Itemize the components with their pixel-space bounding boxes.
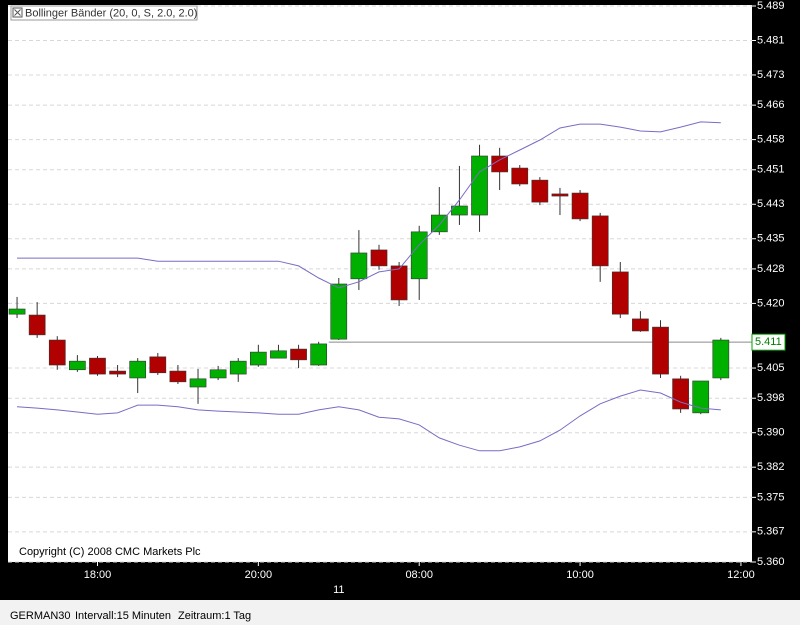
candle-body	[611, 271, 629, 315]
y-tick-label: 5.360	[757, 556, 785, 568]
y-tick-label: 5.398	[757, 392, 785, 404]
candle-body	[310, 343, 328, 366]
bollinger-lower	[16, 389, 721, 452]
y-tick-label: 5.473	[757, 69, 785, 81]
y-tick-label: 5.481	[757, 34, 785, 46]
candle-body	[491, 155, 508, 173]
x-tick-label: 08:00	[405, 569, 433, 581]
candle-body	[350, 252, 368, 280]
y-tick-label: 5.489	[757, 0, 785, 12]
y-tick-label: 5.390	[757, 427, 785, 439]
candle-body	[370, 249, 388, 267]
candle-body	[8, 308, 26, 315]
period: Zeitraum:1 Tag	[178, 610, 251, 622]
y-tick-label: 5.367	[757, 526, 785, 538]
candle-body	[48, 339, 66, 366]
y-tick-label: 5.466	[757, 99, 785, 111]
candle-body	[169, 370, 187, 383]
y-tick-label: 5.435	[757, 233, 785, 245]
candle-body	[109, 370, 126, 375]
candle-body	[712, 339, 730, 379]
candle-body	[672, 378, 689, 410]
legend: Bollinger Bänder (20, 0, S, 2.0, 2.0)	[10, 5, 198, 21]
status-bar	[0, 600, 800, 625]
legend-text: Bollinger Bänder (20, 0, S, 2.0, 2.0)	[25, 7, 197, 19]
marks	[8, 121, 752, 452]
candle-body	[229, 360, 247, 375]
bollinger-upper	[17, 121, 721, 289]
candle-body	[511, 167, 529, 185]
candle-body	[652, 326, 669, 375]
candle-body	[290, 348, 307, 361]
x-tick-label: 10:00	[566, 569, 594, 581]
x-tick-label: 18:00	[84, 569, 112, 581]
candle-body	[471, 155, 488, 216]
y-tick-label: 5.428	[757, 263, 785, 275]
candle-body	[330, 283, 348, 340]
candle-body	[129, 360, 147, 379]
copyright: Copyright (C) 2008 CMC Markets Plc	[19, 546, 201, 558]
last-price-box	[751, 333, 786, 351]
candle-body	[89, 357, 106, 375]
y-tick-label: 5.375	[757, 491, 785, 503]
candle-body	[270, 350, 287, 359]
candle-body	[632, 318, 649, 332]
y-tick-label: 5.405	[757, 362, 785, 374]
candle-body	[209, 369, 227, 379]
candle-body	[250, 351, 267, 366]
candle-body	[551, 193, 569, 197]
candle-body	[69, 360, 86, 371]
y-tick-label: 5.382	[757, 461, 785, 473]
candle-body	[692, 380, 710, 414]
y-tick-label: 5.443	[757, 198, 785, 210]
close-icon-x	[14, 9, 21, 16]
x-tick-label: 12:00	[727, 569, 755, 581]
candle-body	[531, 179, 549, 203]
interval: Intervall:15 Minuten	[75, 610, 171, 622]
candle-body	[591, 215, 609, 267]
candle-body	[149, 356, 167, 374]
instrument: GERMAN30	[10, 610, 71, 622]
y-tick-label: 5.458	[757, 134, 785, 146]
candle-body	[571, 192, 589, 220]
x-tick-label: 20:00	[245, 569, 273, 581]
candle-body	[410, 231, 428, 280]
y-tick-label: 5.420	[757, 297, 785, 309]
y-tick-label: 5.451	[757, 164, 785, 176]
last-price-label: 5.411	[755, 336, 782, 348]
candle-body	[189, 378, 207, 388]
legend-box	[10, 5, 198, 21]
candle-body	[28, 314, 46, 336]
date-tick-label: 11	[333, 584, 344, 596]
plot-area	[8, 5, 752, 562]
candle-body	[390, 265, 408, 301]
